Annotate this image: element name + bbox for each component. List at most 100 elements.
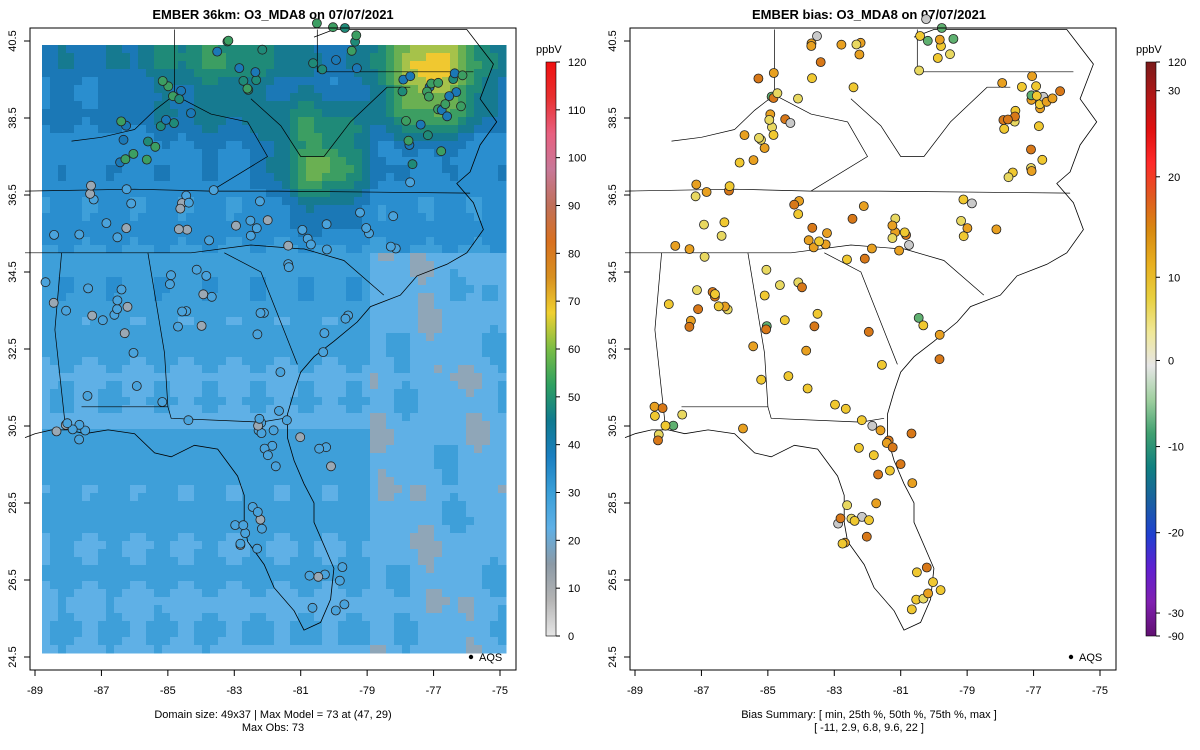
left-grid-cell <box>154 45 163 54</box>
left-grid-cell <box>466 165 475 174</box>
left-grid-cell <box>282 109 291 118</box>
left-grid-cell <box>106 397 115 406</box>
left-grid-cell <box>442 117 451 126</box>
left-grid-cell <box>114 133 123 142</box>
left-grid-cell <box>50 349 59 358</box>
left-grid-cell <box>58 109 67 118</box>
left-grid-cell <box>322 157 331 166</box>
left-grid-cell <box>98 53 107 62</box>
left-grid-cell <box>378 485 387 494</box>
left-grid-cell <box>322 645 331 654</box>
left-grid-cell <box>210 237 219 246</box>
left-grid-cell <box>74 597 83 606</box>
left-grid-cell <box>170 253 179 262</box>
left-grid-cell <box>354 165 363 174</box>
left-grid-cell <box>210 309 219 318</box>
left-grid-cell <box>474 245 483 254</box>
left-grid-cell <box>330 349 339 358</box>
left-grid-cell <box>410 397 419 406</box>
left-grid-cell <box>114 77 123 86</box>
left-grid-cell <box>418 341 427 350</box>
left-grid-cell <box>282 429 291 438</box>
left-station-marker <box>175 203 186 214</box>
left-grid-cell <box>330 213 339 222</box>
left-grid-cell <box>146 309 155 318</box>
left-grid-cell <box>410 69 419 78</box>
left-grid-cell <box>458 237 467 246</box>
left-station-marker <box>157 76 168 86</box>
left-grid-cell <box>418 101 427 110</box>
left-grid-cell <box>474 205 483 214</box>
left-grid-cell <box>490 301 499 310</box>
left-grid-cell <box>306 613 315 622</box>
left-grid-cell <box>218 53 227 62</box>
left-grid-cell <box>242 325 251 334</box>
left-grid-cell <box>138 61 147 70</box>
left-grid-cell <box>74 581 83 590</box>
left-station-marker <box>415 119 426 130</box>
left-grid-cell <box>242 589 251 598</box>
left-grid-cell <box>346 157 355 166</box>
left-grid-cell <box>274 117 283 126</box>
left-grid-cell <box>50 237 59 246</box>
left-grid-cell <box>266 349 275 358</box>
left-grid-cell <box>90 77 99 86</box>
left-grid-cell <box>410 429 419 438</box>
left-grid-cell <box>58 349 67 358</box>
left-grid-cell <box>434 397 443 406</box>
left-grid-cell <box>234 469 243 478</box>
left-grid-cell <box>226 605 235 614</box>
left-grid-cell <box>498 301 507 310</box>
left-grid-cell <box>258 637 267 646</box>
right-station-marker <box>1055 86 1066 97</box>
left-grid-cell <box>410 309 419 318</box>
left-grid-cell <box>434 421 443 430</box>
left-grid-cell <box>298 333 307 342</box>
left-grid-cell <box>82 549 91 558</box>
left-grid-cell <box>242 469 251 478</box>
left-grid-cell <box>282 277 291 286</box>
left-grid-cell <box>418 109 427 118</box>
left-grid-cell <box>386 189 395 198</box>
left-grid-cell <box>386 165 395 174</box>
left-grid-cell <box>74 445 83 454</box>
left-grid-cell <box>354 349 363 358</box>
left-grid-cell <box>154 349 163 358</box>
left-grid-cell <box>466 373 475 382</box>
left-grid-cell <box>338 293 347 302</box>
left-grid-cell <box>330 309 339 318</box>
left-grid-cell <box>186 149 195 158</box>
left-grid-cell <box>274 525 283 534</box>
left-grid-cell <box>242 493 251 502</box>
left-grid-cell <box>66 517 75 526</box>
right-colorbar-tick-label: -10 <box>1168 442 1184 454</box>
left-grid-cell <box>418 437 427 446</box>
left-grid-cell <box>418 445 427 454</box>
left-grid-cell <box>114 621 123 630</box>
left-grid-cell <box>106 589 115 598</box>
left-grid-cell <box>282 221 291 230</box>
left-grid-cell <box>306 77 315 86</box>
left-grid-cell <box>250 573 259 582</box>
left-grid-cell <box>210 109 219 118</box>
left-grid-cell <box>146 197 155 206</box>
left-grid-cell <box>322 197 331 206</box>
left-grid-cell <box>74 341 83 350</box>
left-grid-cell <box>106 357 115 366</box>
left-grid-cell <box>114 629 123 638</box>
left-grid-cell <box>130 413 139 422</box>
left-grid-cell <box>234 293 243 302</box>
left-grid-cell <box>82 309 91 318</box>
left-grid-cell <box>394 373 403 382</box>
left-grid-cell <box>90 245 99 254</box>
left-grid-cell <box>242 229 251 238</box>
left-grid-cell <box>474 285 483 294</box>
left-grid-cell <box>138 573 147 582</box>
left-grid-cell <box>458 413 467 422</box>
left-grid-cell <box>138 629 147 638</box>
left-grid-cell <box>362 429 371 438</box>
left-grid-cell <box>426 365 435 374</box>
left-grid-cell <box>186 597 195 606</box>
left-grid-cell <box>42 597 51 606</box>
left-grid-cell <box>234 629 243 638</box>
